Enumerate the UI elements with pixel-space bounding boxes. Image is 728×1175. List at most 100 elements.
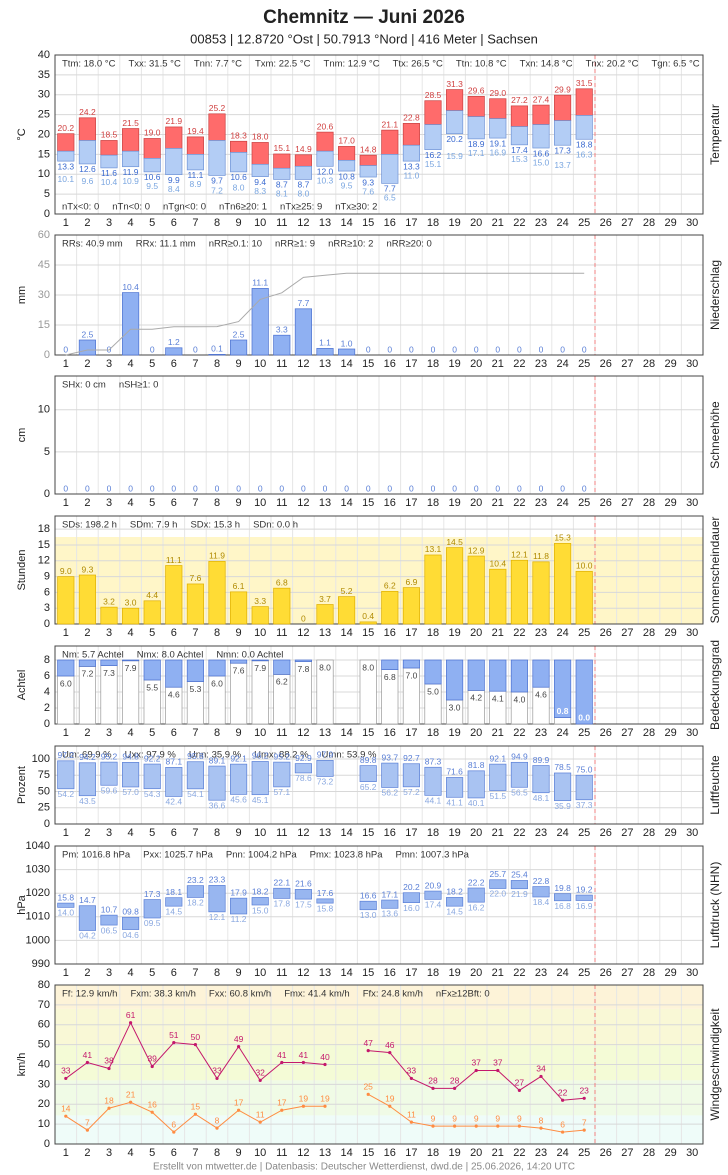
wind-line: [367, 1093, 585, 1133]
x-tick-label: 9: [236, 358, 242, 370]
x-tick-label: 4: [128, 827, 134, 839]
data-label: 8.0: [319, 662, 331, 672]
data-label: 17: [234, 1097, 244, 1107]
x-tick-label: 5: [149, 358, 155, 370]
data-label: 25.4: [511, 870, 528, 880]
y-tick-label: 6: [44, 670, 50, 682]
y-tick-label: 50: [38, 785, 50, 797]
tmin-bar: [489, 118, 507, 139]
x-tick-label: 20: [470, 627, 482, 639]
data-label: 31.3: [446, 79, 463, 89]
x-tick-label: 10: [254, 217, 266, 229]
cloud-bar: [122, 659, 140, 662]
stat: Ffx: 24.8 km/h: [363, 989, 423, 1000]
data-label: 57.1: [274, 787, 291, 797]
x-tick-label: 10: [254, 1147, 266, 1159]
x-tick-label: 22: [513, 967, 525, 979]
data-label: 0: [236, 483, 241, 493]
x-tick-label: 10: [254, 497, 266, 509]
x-tick-label: 12: [297, 827, 309, 839]
tmin-bar: [316, 150, 334, 167]
range-bar: [575, 774, 593, 801]
x-tick-label: 23: [535, 358, 547, 370]
data-label: 16.6: [360, 890, 377, 900]
stat: nTx≥30: 2: [335, 202, 377, 213]
x-tick-label: 15: [362, 627, 374, 639]
sun-bar: [251, 606, 269, 625]
x-tick-label: 22: [513, 497, 525, 509]
data-label: 0: [409, 483, 414, 493]
panel-title: Schneehöhe: [708, 401, 722, 469]
data-label: 0: [582, 344, 587, 354]
tmax-bar: [532, 104, 550, 125]
x-tick-label: 3: [106, 497, 112, 509]
data-label: 15.1: [274, 143, 291, 153]
y-axis-label: hPa: [16, 894, 28, 914]
x-tick-label: 5: [149, 967, 155, 979]
data-label: 46: [385, 1040, 395, 1050]
data-label: 22.2: [468, 877, 485, 887]
data-label: 20.2: [403, 882, 420, 892]
range-bar: [489, 763, 507, 791]
data-label: 22.0: [490, 889, 507, 899]
data-label: 19.2: [576, 884, 593, 894]
data-label: 35.9: [554, 801, 571, 811]
data-label: 16.0: [403, 903, 420, 913]
x-tick-label: 28: [643, 627, 655, 639]
data-label: 20.6: [317, 121, 334, 131]
tmin-bar: [554, 120, 572, 146]
cloud-bar: [273, 659, 291, 675]
data-label: 81.8: [468, 760, 485, 770]
data-label: 21.6: [295, 879, 312, 889]
tmin-bar: [446, 110, 464, 135]
data-label: 2.5: [81, 329, 93, 339]
y-tick-label: 10: [38, 1118, 50, 1130]
data-label: 3.3: [254, 596, 266, 606]
sun-bar: [532, 561, 550, 625]
x-tick-label: 30: [686, 627, 698, 639]
x-tick-label: 8: [214, 1147, 220, 1159]
data-label: 0: [495, 483, 500, 493]
x-tick-label: 25: [578, 827, 590, 839]
data-label: 16.3: [576, 149, 593, 159]
data-label: 17.9: [230, 887, 247, 897]
range-bar: [316, 760, 334, 777]
cloud-bar: [575, 659, 593, 725]
data-label: 38: [104, 1056, 114, 1066]
x-tick-label: 13: [319, 1147, 331, 1159]
tmax-bar: [186, 136, 204, 155]
x-tick-label: 5: [149, 217, 155, 229]
range-bar: [186, 885, 204, 898]
range-bar: [489, 879, 507, 889]
y-tick-label: 75: [38, 769, 50, 781]
x-tick-label: 18: [427, 497, 439, 509]
x-tick-label: 20: [470, 967, 482, 979]
range-bar: [143, 763, 161, 790]
data-label: 5.3: [189, 684, 201, 694]
data-label: 0: [582, 483, 587, 493]
data-label: 40: [320, 1052, 330, 1062]
cloud-bar: [424, 659, 442, 685]
x-tick-label: 23: [535, 967, 547, 979]
x-tick-label: 28: [643, 1147, 655, 1159]
y-tick-label: 100: [32, 753, 50, 765]
plot-frame: [54, 375, 704, 495]
data-label: 0: [85, 483, 90, 493]
data-label: 10.4: [122, 282, 139, 292]
x-tick-label: 23: [535, 1147, 547, 1159]
data-label: 0: [560, 483, 565, 493]
plot-frame: [54, 745, 704, 825]
y-tick-label: 60: [38, 229, 50, 241]
tmin-bar: [294, 165, 312, 180]
sun-bar: [338, 596, 356, 625]
data-label: 0: [431, 344, 436, 354]
panel-title: Temperatur: [708, 104, 722, 165]
data-label: 56.5: [511, 788, 528, 798]
tmax-bar: [554, 94, 572, 121]
data-label: 8.0: [233, 182, 245, 192]
y-tick-label: 1040: [26, 840, 50, 852]
x-tick-label: 19: [448, 967, 460, 979]
data-label: 9.6: [81, 176, 93, 186]
data-label: 33: [61, 1066, 71, 1076]
x-tick-label: 23: [535, 727, 547, 739]
